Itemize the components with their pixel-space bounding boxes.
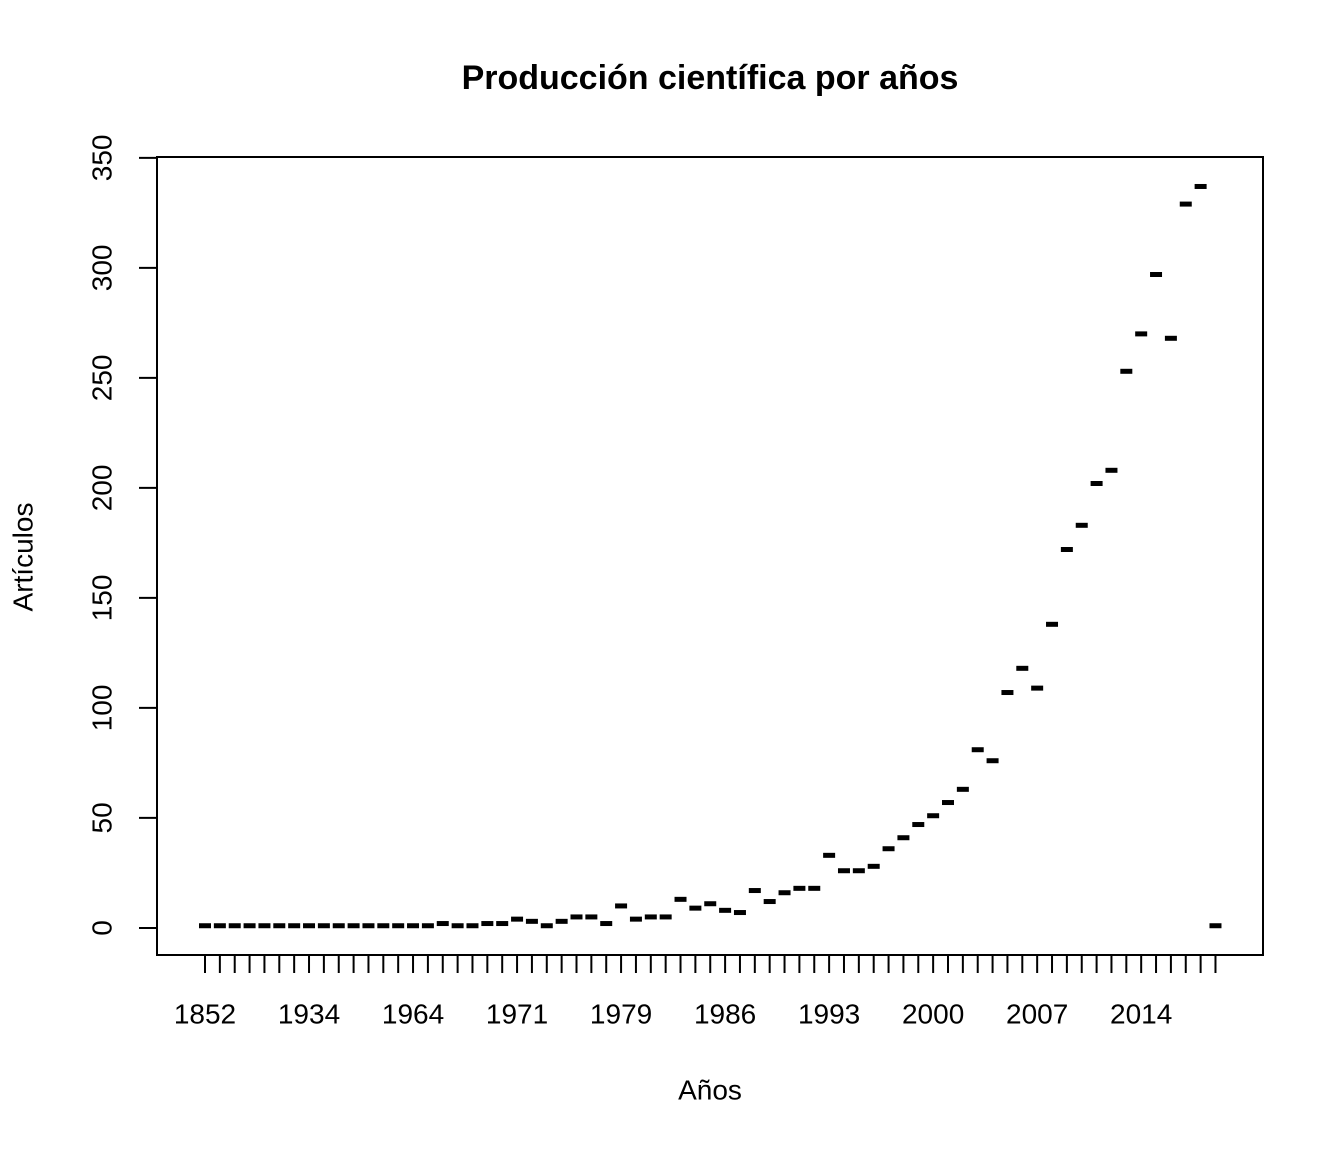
x-axis-label: Años (678, 1074, 742, 1105)
chart-title: Producción científica por años (462, 59, 959, 97)
y-tick-label: 200 (86, 465, 117, 512)
y-tick-label: 250 (86, 355, 117, 402)
y-tick-label: 300 (86, 245, 117, 292)
y-tick-label: 50 (86, 802, 117, 833)
y-tick-label: 100 (86, 685, 117, 732)
x-tick-label: 1971 (486, 998, 548, 1029)
x-tick-label: 2014 (1110, 998, 1172, 1029)
x-tick-label: 1934 (278, 998, 340, 1029)
y-tick-label: 150 (86, 575, 117, 622)
x-tick-label: 1852 (174, 998, 236, 1029)
x-tick-label: 2000 (902, 998, 964, 1029)
x-tick-label: 2007 (1006, 998, 1068, 1029)
x-tick-label: 1986 (694, 998, 756, 1029)
y-axis-label: Artículos (7, 503, 38, 612)
plot-frame (156, 156, 1264, 956)
y-tick-label: 350 (86, 135, 117, 182)
y-tick-label: 0 (86, 920, 117, 936)
x-tick-label: 1964 (382, 998, 444, 1029)
x-tick-label: 1993 (798, 998, 860, 1029)
x-tick-label: 1979 (590, 998, 652, 1029)
